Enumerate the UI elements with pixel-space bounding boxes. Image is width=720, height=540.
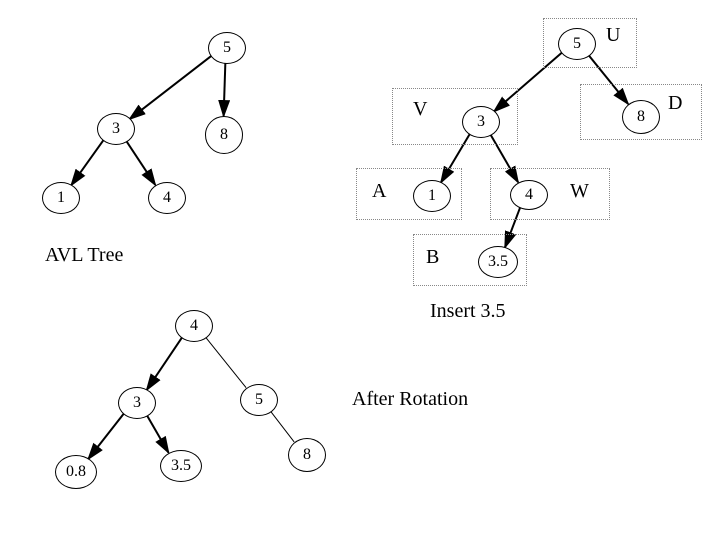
edge-b3-b08 (88, 413, 124, 459)
tree-node-b5: 5 (240, 384, 278, 416)
edge-b3-b35 (146, 414, 168, 452)
caption-after_rotation: After Rotation (352, 388, 468, 411)
edge-b5-b8 (270, 410, 294, 442)
caption-avl_tree: AVL Tree (45, 244, 123, 267)
region-label-V: V (413, 98, 427, 121)
edge-l3-l1 (71, 140, 104, 186)
tree-node-l5: 5 (208, 32, 246, 64)
tree-node-b08: 0.8 (55, 455, 97, 489)
tree-node-l8: 8 (205, 116, 243, 154)
tree-node-l3: 3 (97, 113, 135, 145)
region-label-W: W (570, 180, 589, 203)
edge-b4-b5 (205, 336, 246, 387)
region-box-W (490, 168, 610, 220)
edges-svg (0, 0, 720, 540)
caption-insert: Insert 3.5 (430, 300, 506, 323)
tree-node-b4: 4 (175, 310, 213, 342)
region-label-D: D (668, 92, 682, 115)
region-label-U: U (606, 24, 620, 47)
edge-l5-l8 (224, 62, 226, 116)
edge-b4-b3 (147, 337, 183, 390)
edge-l5-l3 (130, 56, 212, 119)
region-box-D (580, 84, 702, 140)
region-label-B: B (426, 246, 439, 269)
region-box-V (392, 88, 518, 145)
edge-l3-l4 (126, 140, 156, 185)
tree-node-b3: 3 (118, 387, 156, 419)
region-box-U (543, 18, 637, 68)
tree-node-b35: 3.5 (160, 450, 202, 482)
tree-node-l1: 1 (42, 182, 80, 214)
tree-node-b8: 8 (288, 438, 326, 472)
region-label-A: A (372, 180, 386, 203)
tree-node-l4: 4 (148, 182, 186, 214)
